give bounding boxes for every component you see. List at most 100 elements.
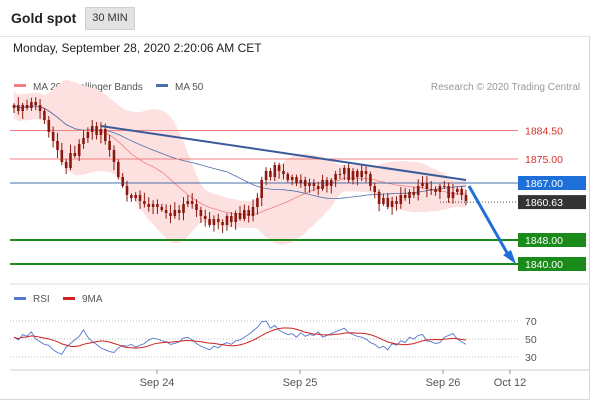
candle-body (264, 171, 268, 180)
ma20-legend-swatch (14, 84, 26, 87)
candle-body (203, 216, 207, 219)
candle-body (260, 180, 263, 198)
rsi-ma-legend-label: 9MA (82, 294, 103, 305)
candle-body (217, 219, 220, 222)
candle-body (173, 210, 177, 216)
candle-body (208, 219, 211, 225)
projection-arrow-head (503, 250, 516, 264)
candle-body (382, 198, 385, 204)
bollinger-band (14, 79, 466, 245)
timeframe-button[interactable]: 30 MIN (85, 7, 135, 30)
rsi-level-label: 30 (525, 352, 537, 364)
candle-body (151, 204, 155, 207)
rsi-ma-line (13, 327, 467, 349)
candle-body (282, 171, 285, 174)
candle-body (56, 141, 59, 150)
candle-body (138, 195, 142, 201)
candle-body (164, 210, 168, 213)
candle-body (243, 210, 246, 219)
candle-body (295, 177, 298, 183)
last-price-label-box (518, 195, 586, 210)
ma50-legend-label: MA 50 (175, 82, 204, 93)
candle-body (60, 150, 64, 162)
candle-body (195, 204, 198, 210)
candle-body (308, 183, 311, 186)
candle-body (464, 195, 468, 201)
candle-body (238, 213, 242, 219)
candle-body (460, 189, 463, 195)
candle-body (186, 201, 190, 204)
candle-body (434, 189, 437, 192)
candle-body (316, 186, 320, 189)
candle-body (269, 171, 272, 177)
candle-body (347, 168, 350, 180)
candle-body (395, 201, 398, 204)
candle-body (360, 171, 363, 177)
candle-body (64, 162, 68, 168)
rsi-level-label: 50 (525, 334, 537, 346)
candle-body (456, 189, 459, 192)
candle-body (25, 105, 29, 108)
candle-body (130, 195, 133, 198)
candle-body (69, 153, 72, 168)
candle-body (169, 213, 172, 216)
candle-body (225, 216, 229, 225)
candle-body (212, 219, 216, 225)
candle-body (230, 216, 233, 222)
candle-body (421, 183, 424, 186)
candle-body (390, 201, 394, 207)
candle-body (182, 204, 185, 213)
price-pane (10, 79, 518, 265)
candle-body (234, 213, 237, 222)
candle-body (199, 210, 203, 216)
candle-body (403, 195, 407, 198)
candle-body (247, 210, 250, 216)
x-axis-labels: Sep 24 Sep 25 Sep 26 Oct 12 (140, 370, 526, 389)
candle-body (121, 177, 124, 186)
x-tick-label: Oct 12 (494, 377, 526, 389)
candle-body (147, 204, 150, 207)
candle-body (77, 144, 81, 156)
candle-body (312, 183, 316, 186)
candle-body (134, 195, 137, 198)
candle-body (277, 165, 281, 171)
candle-body (256, 198, 259, 207)
support-label: 1840.00 (525, 259, 563, 271)
support-label-box (518, 233, 586, 247)
candle-body (321, 180, 324, 189)
candle-body (38, 105, 42, 111)
candle-body (82, 138, 85, 144)
instrument-title: Gold spot (11, 10, 77, 26)
candle-body (221, 222, 224, 225)
candle-body (364, 171, 368, 174)
rsi-legend-label: RSI (33, 294, 50, 305)
candle-body (47, 120, 51, 132)
candle-body (12, 105, 16, 108)
price-labels: 1884.50 1875.00 1867.00 1860.63 1848.00 1840.… (518, 126, 586, 271)
candle-body (51, 132, 55, 141)
candle-body (17, 105, 20, 111)
x-tick-label: Sep 24 (140, 377, 175, 389)
projection-arrow (467, 185, 512, 259)
candle-body (399, 195, 403, 204)
candle-body (451, 192, 455, 198)
candle-body (429, 189, 433, 190)
candle-body (425, 183, 429, 189)
candle-body (369, 174, 372, 186)
rsi-pane: 70 50 30 (10, 316, 537, 364)
header-bar: Gold spot 30 MIN (0, 0, 590, 37)
candle-body (251, 207, 255, 216)
candle-body (290, 177, 294, 180)
candle-body (438, 186, 442, 192)
candle-body (190, 201, 194, 204)
candle-body (34, 102, 37, 105)
candle-body (408, 192, 411, 198)
candle-body (73, 153, 77, 156)
current-price-label: 1867.00 (525, 178, 563, 190)
rsi-legend-swatch (14, 297, 26, 300)
candle-body (416, 186, 420, 195)
candle-body (95, 126, 98, 135)
candle-body (43, 111, 46, 120)
x-tick-label: Sep 26 (426, 377, 461, 389)
support-label: 1848.00 (525, 235, 563, 247)
